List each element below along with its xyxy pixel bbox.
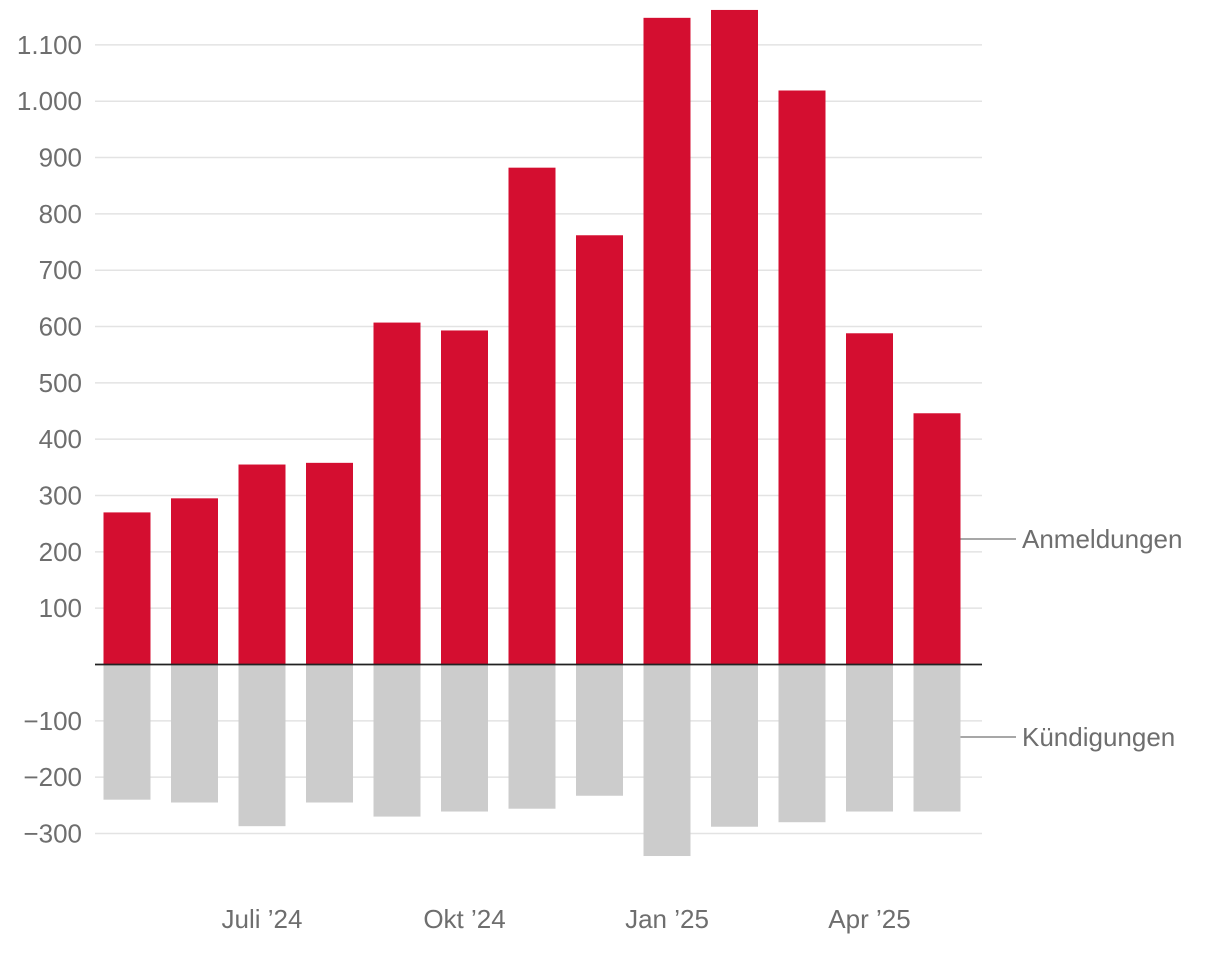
bar-kuendigungen [846, 664, 893, 812]
bar-kuendigungen [171, 664, 218, 803]
bar-kuendigungen [643, 664, 691, 857]
bar-kuendigungen [508, 664, 556, 809]
bar-anmeldungen [306, 462, 353, 665]
x-tick-label: Okt ’24 [423, 904, 505, 934]
y-tick-label: −300 [23, 818, 82, 848]
y-tick-label: 600 [39, 312, 82, 342]
bar-anmeldungen [913, 413, 961, 665]
y-axis-tick-labels: −300 −200 −100 100 200 300 400 500 600 700 800 900 1… [17, 30, 82, 849]
bars [103, 9, 961, 857]
y-tick-label: 800 [39, 199, 82, 229]
bar-anmeldungen [171, 498, 218, 665]
bar-anmeldungen [103, 512, 151, 665]
y-tick-label: 100 [39, 593, 82, 623]
x-tick-label: Jan ’25 [625, 904, 709, 934]
y-tick-label: 500 [39, 368, 82, 398]
bar-anmeldungen [508, 167, 556, 665]
x-tick-label: Juli ’24 [222, 904, 303, 934]
y-tick-label: 300 [39, 481, 82, 511]
bar-anmeldungen [576, 235, 623, 665]
x-tick-label: Apr ’25 [828, 904, 910, 934]
bar-kuendigungen [441, 664, 488, 812]
bar-kuendigungen [103, 664, 151, 800]
bar-anmeldungen [238, 464, 286, 665]
bar-kuendigungen [238, 664, 286, 827]
legend-label-kuendigungen: Kündigungen [1022, 722, 1175, 752]
y-tick-label: 700 [39, 255, 82, 285]
y-tick-label: 200 [39, 537, 82, 567]
bar-kuendigungen [913, 664, 961, 812]
y-tick-label: 1.000 [17, 86, 82, 116]
bar-anmeldungen [441, 330, 488, 665]
bar-kuendigungen [373, 664, 421, 817]
y-tick-label: 900 [39, 143, 82, 173]
legend-label-anmeldungen: Anmeldungen [1022, 524, 1182, 554]
y-tick-label: 400 [39, 424, 82, 454]
bar-anmeldungen [846, 333, 893, 665]
bar-anmeldungen [373, 322, 421, 665]
bar-kuendigungen [778, 664, 826, 823]
y-tick-label: −100 [23, 706, 82, 736]
x-axis-tick-labels: Juli ’24 Okt ’24 Jan ’25 Apr ’25 [222, 904, 911, 934]
bar-kuendigungen [711, 664, 758, 827]
legend: Anmeldungen Kündigungen [960, 524, 1182, 752]
bar-anmeldungen [711, 9, 758, 665]
y-tick-label: 1.100 [17, 30, 82, 60]
bar-anmeldungen [643, 17, 691, 665]
y-tick-label: −200 [23, 762, 82, 792]
bar-kuendigungen [306, 664, 353, 803]
bar-anmeldungen [778, 90, 826, 665]
bar-kuendigungen [576, 664, 623, 796]
